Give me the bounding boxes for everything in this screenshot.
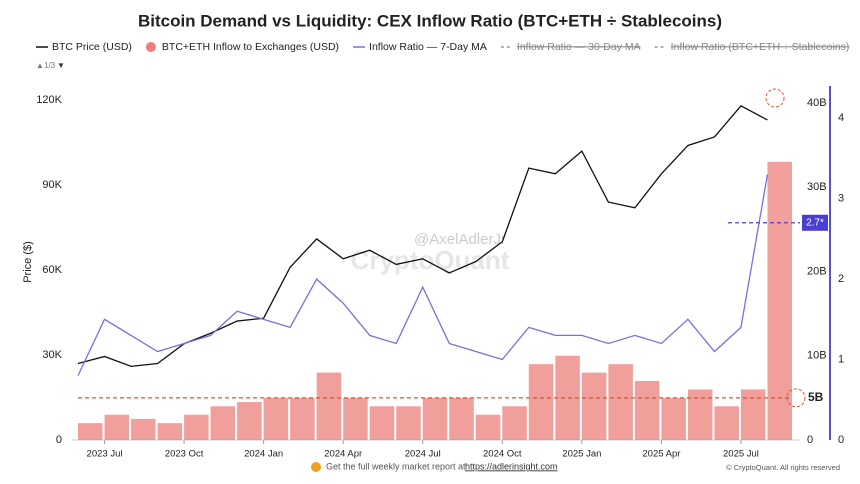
y-tick-label: 60K — [42, 264, 62, 276]
bar — [316, 372, 342, 440]
bar — [290, 397, 315, 440]
y2-tick-label: 0 — [807, 434, 813, 446]
bar — [502, 406, 527, 440]
legend-next[interactable]: ▼ — [57, 61, 65, 70]
x-tick-label: 2025 Apr — [642, 449, 680, 460]
bar — [661, 397, 686, 440]
bar — [422, 397, 448, 440]
watermark: @AxelAdlerJr — [414, 231, 506, 248]
bar — [528, 364, 554, 440]
bar — [369, 406, 395, 440]
bar — [210, 406, 236, 440]
bar — [634, 381, 660, 440]
chart-title: Bitcoin Demand vs Liquidity: CEX Inflow … — [138, 11, 722, 30]
legend-label[interactable]: BTC+ETH Inflow to Exchanges (USD) — [162, 41, 339, 53]
bar — [581, 372, 607, 440]
bar — [740, 389, 766, 440]
y-tick-label: 30K — [42, 349, 62, 361]
x-tick-label: 2024 Jul — [405, 449, 441, 460]
bar — [608, 364, 633, 440]
legend-label[interactable]: Inflow Ratio — 7-Day MA — [369, 41, 487, 53]
y-tick-label: 120K — [36, 94, 62, 106]
x-tick-label: 2025 Jan — [562, 449, 601, 460]
bar — [131, 418, 156, 440]
legend-swatch — [145, 42, 156, 52]
bar — [449, 397, 474, 440]
bar — [157, 423, 183, 440]
x-tick-label: 2024 Oct — [483, 449, 522, 460]
legend-prev[interactable]: ▲ — [36, 61, 44, 70]
y3-tick-label: 0 — [838, 434, 844, 446]
bar — [475, 414, 501, 440]
y-tick-label: 90K — [42, 179, 62, 191]
y3-tick-label: 4 — [838, 112, 844, 124]
y3-tick-label: 1 — [838, 353, 844, 365]
bar — [687, 389, 713, 440]
bar — [263, 397, 289, 440]
value-tag — [802, 214, 828, 231]
bar — [343, 397, 368, 440]
bar — [714, 406, 739, 440]
legend-label[interactable]: BTC Price (USD) — [52, 41, 132, 53]
y3-tick-label: 2 — [838, 273, 844, 285]
legend-page: 1/3 — [44, 61, 56, 70]
copyright: © CryptoQuant. All rights reserved — [726, 463, 840, 472]
y2-tick-label: 10B — [807, 350, 827, 362]
bar — [237, 402, 262, 440]
bar — [184, 414, 209, 440]
y3-tick-label: 3 — [838, 193, 844, 205]
legend-label[interactable]: Inflow Ratio — 30-Day MA — [517, 41, 641, 53]
legend-label[interactable]: Inflow Ratio (BTC+ETH ÷ Stablecoins) — [671, 41, 850, 53]
footer-link[interactable]: https://adlerinsight.com — [465, 461, 558, 471]
highlight — [786, 388, 806, 408]
y2-tick-label: 40B — [807, 97, 827, 109]
y2-tick-label: 20B — [807, 265, 827, 277]
value-tag-label: 2.7* — [806, 217, 824, 228]
level-label: 5B — [808, 390, 824, 404]
footer-text: Get the full weekly market report at — [326, 461, 466, 471]
line — [77, 174, 769, 376]
x-tick-label: 2024 Jan — [244, 449, 283, 460]
x-tick-label: 2023 Oct — [165, 449, 204, 460]
watermark: CryptoQuant — [351, 245, 510, 275]
x-tick-label: 2025 Jul — [723, 449, 759, 460]
bar — [396, 406, 421, 440]
y-axis-label: Price ($) — [22, 241, 34, 283]
bar — [104, 414, 130, 440]
y2-tick-label: 30B — [807, 181, 827, 193]
footer-icon — [311, 462, 321, 472]
highlight — [765, 88, 785, 108]
x-tick-label: 2024 Apr — [324, 449, 362, 460]
x-tick-label: 2023 Jul — [87, 449, 123, 460]
bar — [78, 423, 103, 440]
y-tick-label: 0 — [56, 434, 62, 446]
